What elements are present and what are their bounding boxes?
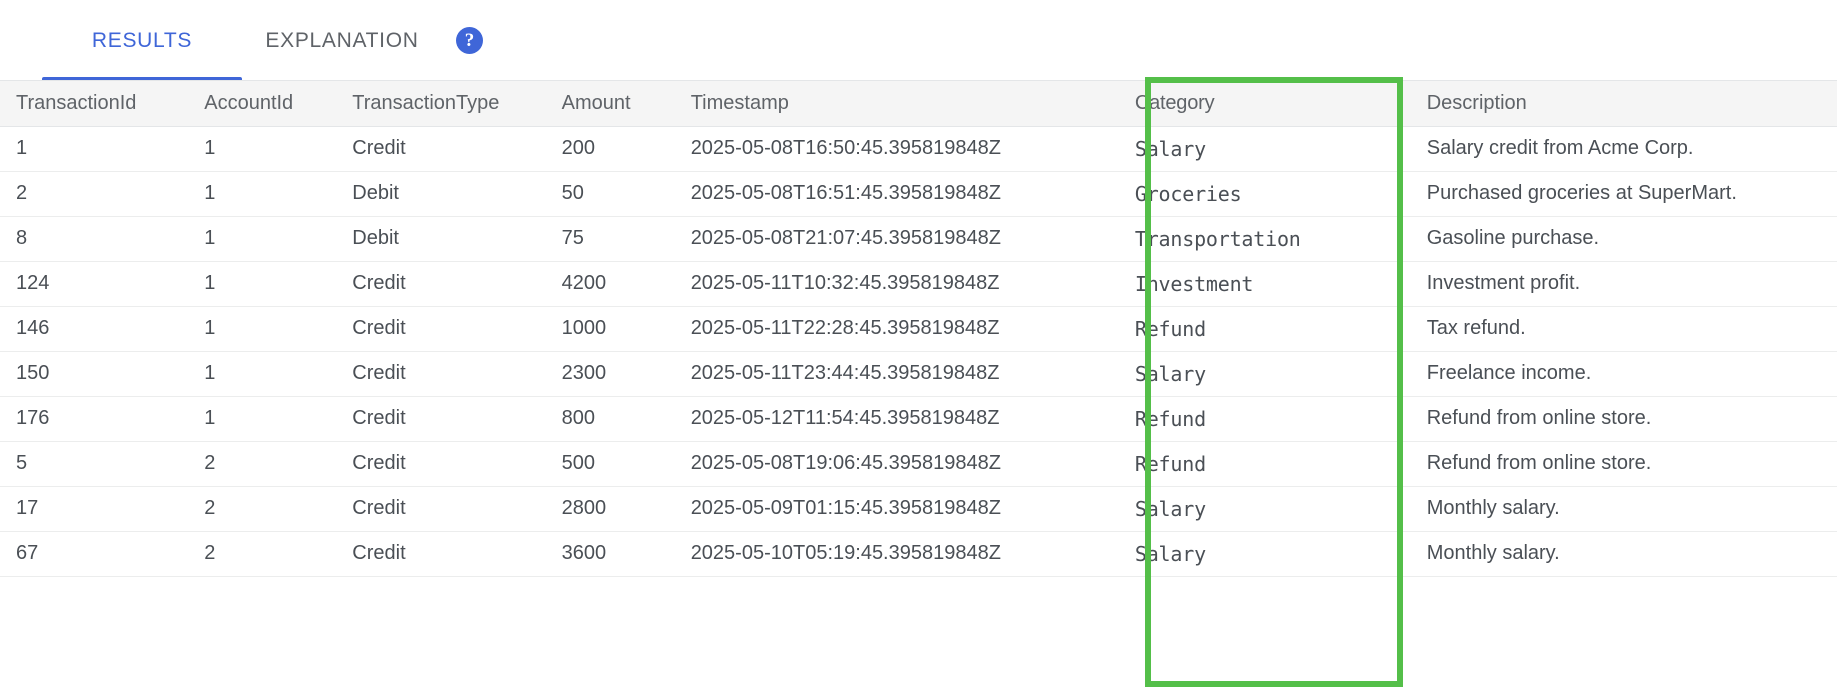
cell-category: Investment bbox=[1118, 261, 1411, 307]
cell-timestamp: 2025-05-11T10:32:45.395819848Z bbox=[674, 261, 1119, 307]
cell-transactiontype: Credit bbox=[336, 351, 546, 397]
column-header-timestamp[interactable]: Timestamp bbox=[674, 81, 1119, 127]
cell-timestamp: 2025-05-11T23:44:45.395819848Z bbox=[674, 351, 1119, 397]
cell-description: Freelance income. bbox=[1410, 351, 1837, 397]
cell-accountid: 1 bbox=[188, 216, 337, 262]
cell-description: Gasoline purchase. bbox=[1410, 216, 1837, 262]
table-row[interactable]: 124 1 Credit 4200 2025-05-11T10:32:45.39… bbox=[0, 261, 1837, 307]
column-header-transactiontype[interactable]: TransactionType bbox=[336, 81, 546, 127]
column-header-accountid[interactable]: AccountId bbox=[188, 81, 337, 127]
tab-explanation[interactable]: EXPLANATION bbox=[265, 28, 419, 52]
table-row[interactable]: 2 1 Debit 50 2025-05-08T16:51:45.3958198… bbox=[0, 171, 1837, 217]
cell-amount: 2300 bbox=[545, 351, 675, 397]
cell-transactiontype: Credit bbox=[336, 531, 546, 577]
cell-category: Salary bbox=[1118, 486, 1411, 532]
cell-transactionid: 150 bbox=[0, 351, 189, 397]
help-question-icon[interactable]: ? bbox=[456, 27, 483, 54]
cell-timestamp: 2025-05-10T05:19:45.395819848Z bbox=[674, 531, 1119, 577]
cell-accountid: 1 bbox=[188, 126, 337, 172]
cell-transactionid: 8 bbox=[0, 216, 189, 262]
column-header-transactionid[interactable]: TransactionId bbox=[0, 81, 189, 127]
column-header-amount[interactable]: Amount bbox=[545, 81, 675, 127]
cell-transactiontype: Debit bbox=[336, 216, 546, 262]
cell-category: Transportation bbox=[1118, 216, 1411, 262]
cell-accountid: 2 bbox=[188, 441, 337, 487]
cell-transactiontype: Credit bbox=[336, 261, 546, 307]
tab-bar: RESULTS EXPLANATION ? bbox=[0, 0, 1837, 81]
cell-description: Salary credit from Acme Corp. bbox=[1410, 126, 1837, 172]
cell-description: Purchased groceries at SuperMart. bbox=[1410, 171, 1837, 217]
cell-transactiontype: Debit bbox=[336, 171, 546, 217]
cell-category: Salary bbox=[1118, 531, 1411, 577]
cell-description: Monthly salary. bbox=[1410, 486, 1837, 532]
cell-amount: 4200 bbox=[545, 261, 675, 307]
cell-amount: 500 bbox=[545, 441, 675, 487]
cell-amount: 50 bbox=[545, 171, 675, 217]
cell-accountid: 1 bbox=[188, 261, 337, 307]
table-row[interactable]: 17 2 Credit 2800 2025-05-09T01:15:45.395… bbox=[0, 486, 1837, 532]
cell-description: Investment profit. bbox=[1410, 261, 1837, 307]
cell-accountid: 1 bbox=[188, 351, 337, 397]
results-table-container: TransactionId AccountId TransactionType … bbox=[0, 81, 1837, 577]
cell-transactionid: 146 bbox=[0, 306, 189, 352]
table-row[interactable]: 146 1 Credit 1000 2025-05-11T22:28:45.39… bbox=[0, 306, 1837, 352]
cell-transactionid: 2 bbox=[0, 171, 189, 217]
table-header: TransactionId AccountId TransactionType … bbox=[0, 81, 1837, 127]
cell-timestamp: 2025-05-11T22:28:45.395819848Z bbox=[674, 306, 1119, 352]
table-row[interactable]: 5 2 Credit 500 2025-05-08T19:06:45.39581… bbox=[0, 441, 1837, 487]
cell-transactionid: 17 bbox=[0, 486, 189, 532]
table-row[interactable]: 1 1 Credit 200 2025-05-08T16:50:45.39581… bbox=[0, 126, 1837, 172]
cell-transactionid: 1 bbox=[0, 126, 189, 172]
cell-accountid: 1 bbox=[188, 171, 337, 217]
cell-description: Refund from online store. bbox=[1410, 396, 1837, 442]
cell-category: Groceries bbox=[1118, 171, 1411, 217]
cell-timestamp: 2025-05-08T19:06:45.395819848Z bbox=[674, 441, 1119, 487]
cell-transactiontype: Credit bbox=[336, 126, 546, 172]
cell-description: Monthly salary. bbox=[1410, 531, 1837, 577]
cell-amount: 200 bbox=[545, 126, 675, 172]
cell-transactionid: 176 bbox=[0, 396, 189, 442]
cell-timestamp: 2025-05-08T16:51:45.395819848Z bbox=[674, 171, 1119, 217]
cell-category: Salary bbox=[1118, 351, 1411, 397]
table-row[interactable]: 8 1 Debit 75 2025-05-08T21:07:45.3958198… bbox=[0, 216, 1837, 262]
tab-results[interactable]: RESULTS bbox=[42, 0, 242, 81]
cell-transactiontype: Credit bbox=[336, 486, 546, 532]
cell-transactiontype: Credit bbox=[336, 441, 546, 487]
cell-accountid: 1 bbox=[188, 306, 337, 352]
cell-accountid: 2 bbox=[188, 486, 337, 532]
cell-description: Refund from online store. bbox=[1410, 441, 1837, 487]
cell-category: Refund bbox=[1118, 396, 1411, 442]
tab-bar-divider bbox=[0, 80, 1837, 81]
column-header-description[interactable]: Description bbox=[1410, 81, 1837, 127]
cell-transactiontype: Credit bbox=[336, 396, 546, 442]
table-row[interactable]: 67 2 Credit 3600 2025-05-10T05:19:45.395… bbox=[0, 531, 1837, 577]
cell-amount: 800 bbox=[545, 396, 675, 442]
cell-category: Refund bbox=[1118, 306, 1411, 352]
cell-category: Salary bbox=[1118, 126, 1411, 172]
results-table: TransactionId AccountId TransactionType … bbox=[0, 81, 1837, 577]
column-header-category[interactable]: Category bbox=[1118, 81, 1411, 127]
cell-accountid: 2 bbox=[188, 531, 337, 577]
cell-amount: 1000 bbox=[545, 306, 675, 352]
cell-amount: 2800 bbox=[545, 486, 675, 532]
cell-amount: 75 bbox=[545, 216, 675, 262]
table-row[interactable]: 176 1 Credit 800 2025-05-12T11:54:45.395… bbox=[0, 396, 1837, 442]
table-row[interactable]: 150 1 Credit 2300 2025-05-11T23:44:45.39… bbox=[0, 351, 1837, 397]
cell-timestamp: 2025-05-12T11:54:45.395819848Z bbox=[674, 396, 1119, 442]
cell-transactionid: 67 bbox=[0, 531, 189, 577]
cell-transactiontype: Credit bbox=[336, 306, 546, 352]
table-header-row: TransactionId AccountId TransactionType … bbox=[0, 81, 1837, 127]
cell-transactionid: 124 bbox=[0, 261, 189, 307]
cell-description: Tax refund. bbox=[1410, 306, 1837, 352]
cell-amount: 3600 bbox=[545, 531, 675, 577]
cell-timestamp: 2025-05-08T21:07:45.395819848Z bbox=[674, 216, 1119, 262]
cell-timestamp: 2025-05-09T01:15:45.395819848Z bbox=[674, 486, 1119, 532]
cell-transactionid: 5 bbox=[0, 441, 189, 487]
cell-category: Refund bbox=[1118, 441, 1411, 487]
cell-accountid: 1 bbox=[188, 396, 337, 442]
cell-timestamp: 2025-05-08T16:50:45.395819848Z bbox=[674, 126, 1119, 172]
table-body: 1 1 Credit 200 2025-05-08T16:50:45.39581… bbox=[0, 126, 1837, 577]
